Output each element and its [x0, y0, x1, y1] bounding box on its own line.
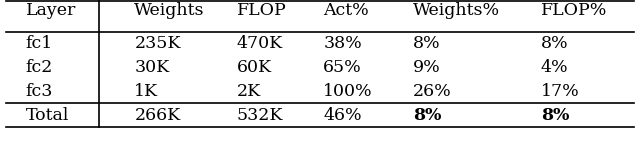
- Text: 9%: 9%: [413, 59, 440, 76]
- Text: fc1: fc1: [26, 35, 53, 52]
- Text: 65%: 65%: [323, 59, 362, 76]
- Text: 100%: 100%: [323, 83, 373, 100]
- Text: 1K: 1K: [134, 83, 159, 100]
- Text: 532K: 532K: [237, 107, 284, 124]
- Text: Layer: Layer: [26, 2, 76, 19]
- Text: 60K: 60K: [237, 59, 272, 76]
- Text: 4%: 4%: [541, 59, 568, 76]
- Text: 2K: 2K: [237, 83, 261, 100]
- Text: 235K: 235K: [134, 35, 181, 52]
- Text: 30K: 30K: [134, 59, 170, 76]
- Text: 8%: 8%: [541, 35, 568, 52]
- Text: 46%: 46%: [323, 107, 362, 124]
- Text: 8%: 8%: [413, 107, 441, 124]
- Text: Act%: Act%: [323, 2, 369, 19]
- Text: Total: Total: [26, 107, 69, 124]
- Text: 26%: 26%: [413, 83, 452, 100]
- Text: 8%: 8%: [413, 35, 440, 52]
- Text: FLOP%: FLOP%: [541, 2, 607, 19]
- Text: 470K: 470K: [237, 35, 283, 52]
- Text: FLOP: FLOP: [237, 2, 287, 19]
- Text: 38%: 38%: [323, 35, 362, 52]
- Text: fc3: fc3: [26, 83, 53, 100]
- Text: 17%: 17%: [541, 83, 580, 100]
- Text: Weights: Weights: [134, 2, 205, 19]
- Text: 266K: 266K: [134, 107, 180, 124]
- Text: 8%: 8%: [541, 107, 569, 124]
- Text: Weights%: Weights%: [413, 2, 500, 19]
- Text: fc2: fc2: [26, 59, 53, 76]
